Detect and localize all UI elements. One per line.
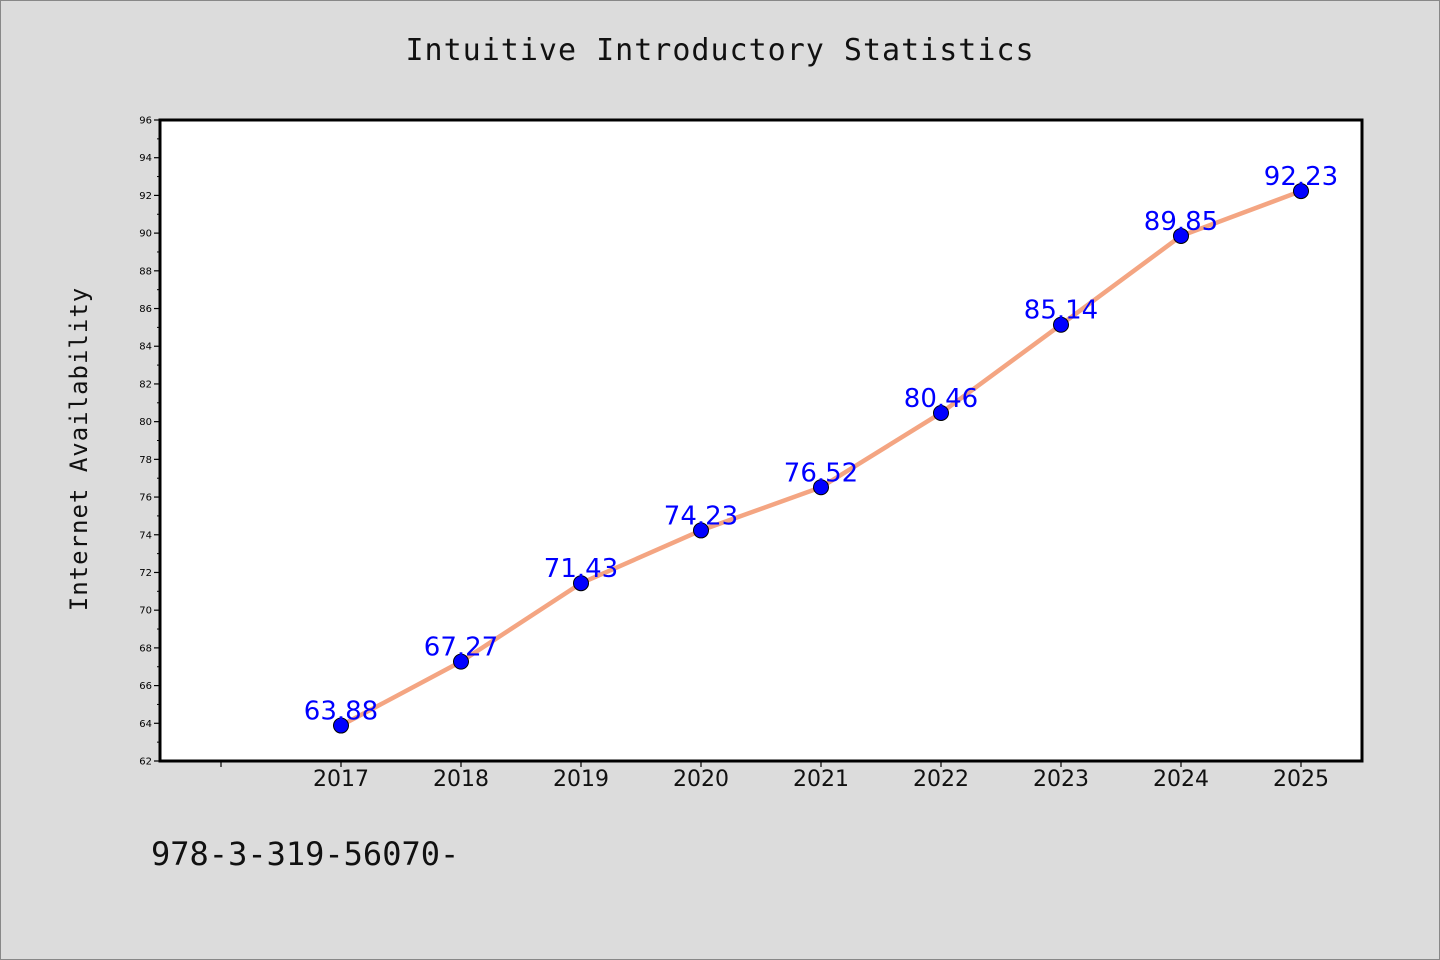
data-label: 74.23 (664, 501, 738, 531)
y-axis: 62 64 66 68 70 72 74 76 78 80 82 84 86 88 90 92 94 96 (139, 116, 160, 768)
data-point (813, 479, 829, 496)
x-tick-label: 2017 (313, 767, 369, 792)
y-tick-label: 82 (139, 379, 152, 390)
y-tick-label: 88 (139, 266, 152, 277)
data-label: 89.85 (1144, 207, 1218, 237)
x-tick-label: 2020 (673, 767, 729, 792)
data-point (933, 404, 949, 421)
y-tick-label: 90 (139, 229, 152, 240)
footer-code: 978-3-319-56070- (151, 835, 460, 873)
data-point (1053, 316, 1069, 333)
y-tick-label: 74 (139, 530, 152, 541)
x-axis: 2017 2018 2019 2020 2021 2022 2023 2024 2025 (220, 761, 1329, 792)
y-tick-label: 84 (139, 342, 152, 353)
x-tick-label: 2023 (1033, 767, 1089, 792)
data-label: 85.14 (1024, 296, 1098, 326)
data-label: 71.43 (544, 554, 618, 584)
chart-title: Intuitive Introductory Statistics (405, 33, 1035, 68)
data-point (1293, 183, 1309, 200)
data-label: 67.27 (424, 633, 498, 663)
data-point (453, 653, 469, 670)
data-point (693, 522, 709, 539)
y-tick-label: 62 (139, 757, 152, 768)
x-tick-label: 2018 (433, 767, 489, 792)
y-tick-label: 68 (139, 643, 152, 654)
data-label: 92.23 (1264, 162, 1338, 192)
series-layer: 63.88 67.27 71.43 74.23 76.52 80.46 85.14 89.85… (304, 162, 1338, 734)
y-tick-label: 96 (139, 116, 152, 127)
x-tick-label: 2021 (793, 767, 849, 792)
y-tick-label: 86 (139, 304, 152, 315)
data-point (1173, 227, 1189, 244)
y-tick-label: 78 (139, 455, 152, 466)
data-point (333, 717, 349, 734)
data-label: 76.52 (784, 458, 858, 488)
x-tick-label: 2019 (553, 767, 609, 792)
y-tick-label: 72 (139, 568, 152, 579)
y-tick-label: 76 (139, 493, 152, 504)
data-point (573, 575, 589, 592)
data-label: 63.88 (304, 697, 378, 727)
y-tick-label: 80 (139, 417, 152, 428)
y-tick-label: 70 (139, 606, 152, 617)
y-tick-label: 94 (139, 153, 152, 164)
y-tick-label: 92 (139, 191, 152, 202)
plot-area (158, 118, 1364, 763)
x-tick-label: 2024 (1153, 767, 1209, 792)
x-tick-label: 2022 (913, 767, 969, 792)
x-tick-label: 2025 (1273, 767, 1329, 792)
y-tick-label: 64 (139, 719, 152, 730)
data-label: 80.46 (904, 384, 978, 414)
y-tick-label: 66 (139, 681, 152, 692)
